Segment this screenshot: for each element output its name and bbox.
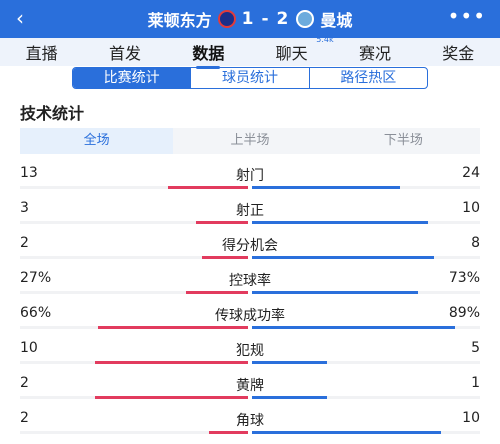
home-stat-bar — [95, 396, 248, 399]
stat-label: 射门 — [236, 168, 264, 184]
period-selector: 全场 上半场 下半场 — [20, 128, 480, 154]
stat-home-value: 2 — [20, 410, 29, 426]
tab-live[interactable]: 直播 — [22, 40, 62, 64]
tab-chat[interactable]: 聊天 5.4k — [272, 35, 334, 64]
tab-prize[interactable]: 奖金 — [438, 40, 478, 64]
away-bar-track — [252, 256, 480, 259]
stat-label: 射正 — [236, 203, 264, 219]
away-stat-bar — [252, 326, 455, 329]
away-bar-track — [252, 431, 480, 434]
main-tabs: 直播 首发 数据 聊天 5.4k 赛况 奖金 — [0, 35, 500, 69]
away-stat-bar — [252, 256, 435, 259]
stat-label: 黄牌 — [236, 378, 264, 394]
away-stat-bar — [252, 291, 419, 294]
chat-count-badge: 5.4k — [316, 35, 334, 44]
period-first-half[interactable]: 上半场 — [230, 133, 270, 148]
stat-away-value: 73% — [448, 270, 480, 286]
stat-row: 2 得分机会 8 — [0, 235, 500, 269]
more-options-icon[interactable]: ••• — [447, 4, 486, 28]
segment-heat-map[interactable]: 路径热区 — [308, 68, 427, 88]
tab-label: 首发 — [108, 44, 141, 63]
period-full-match[interactable]: 全场 — [20, 128, 174, 154]
stat-row: 27% 控球率 73% — [0, 270, 500, 304]
stat-away-value: 8 — [471, 235, 480, 251]
away-score: 2 — [276, 9, 291, 29]
tab-label: 赛况 — [358, 44, 391, 63]
away-bar-track — [252, 186, 480, 189]
stat-away-value: 10 — [462, 410, 480, 426]
stat-row: 2 角球 10 — [0, 410, 500, 444]
stat-home-value: 13 — [20, 165, 38, 181]
stat-home-value: 3 — [20, 200, 29, 216]
home-bar-track — [20, 431, 248, 434]
home-bar-track — [20, 361, 248, 364]
period-second-half[interactable]: 下半场 — [383, 133, 423, 148]
stat-away-value: 24 — [462, 165, 480, 181]
home-bar-track — [20, 396, 248, 399]
stat-home-value: 10 — [20, 340, 38, 356]
section-title: 技术统计 — [20, 104, 85, 123]
stat-row: 66% 传球成功率 89% — [0, 305, 500, 339]
away-bar-track — [252, 326, 480, 329]
tab-lineup[interactable]: 首发 — [105, 40, 145, 64]
tab-stats[interactable]: 数据 — [188, 40, 228, 69]
away-bar-track — [252, 221, 480, 224]
home-team-crest-icon[interactable] — [217, 10, 236, 28]
home-stat-bar — [209, 431, 248, 434]
home-stat-bar — [97, 326, 248, 329]
segment-match-stats[interactable]: 比赛统计 — [73, 68, 191, 88]
stat-row: 3 射正 10 — [0, 200, 500, 234]
away-bar-track — [252, 396, 480, 399]
home-stat-bar — [195, 221, 248, 224]
away-team-crest-icon[interactable] — [296, 10, 315, 28]
tab-label: 聊天 — [275, 44, 308, 63]
stats-type-segmented-control: 比赛统计 球员统计 路径热区 — [72, 67, 428, 89]
home-bar-track — [20, 221, 248, 224]
stat-home-value: 2 — [20, 375, 29, 391]
stat-home-value: 27% — [20, 270, 52, 286]
home-team-name[interactable]: 莱顿东方 — [147, 11, 212, 30]
home-stat-bar — [186, 291, 248, 294]
tab-label: 数据 — [192, 44, 225, 63]
home-stat-bar — [202, 256, 248, 259]
away-team-name[interactable]: 曼城 — [320, 11, 353, 30]
tab-events[interactable]: 赛况 — [355, 40, 395, 64]
home-bar-track — [20, 326, 248, 329]
home-bar-track — [20, 186, 248, 189]
stat-label: 控球率 — [229, 273, 271, 289]
segment-player-stats[interactable]: 球员统计 — [190, 68, 308, 88]
away-stat-bar — [252, 186, 401, 189]
stat-away-value: 89% — [448, 305, 480, 321]
back-icon[interactable]: ‹ — [16, 6, 24, 30]
home-stat-bar — [95, 361, 248, 364]
stat-label: 角球 — [236, 413, 264, 429]
stat-row: 10 犯规 5 — [0, 340, 500, 374]
stat-row: 2 黄牌 1 — [0, 375, 500, 409]
home-bar-track — [20, 291, 248, 294]
stat-away-value: 1 — [471, 375, 480, 391]
stat-label: 犯规 — [236, 343, 264, 359]
stat-label: 传球成功率 — [215, 308, 285, 324]
away-stat-bar — [252, 396, 328, 399]
away-bar-track — [252, 361, 480, 364]
stat-away-value: 10 — [462, 200, 480, 216]
home-stat-bar — [168, 186, 248, 189]
tab-label: 直播 — [25, 44, 58, 63]
away-stat-bar — [252, 221, 428, 224]
score-separator: - — [261, 9, 271, 29]
away-bar-track — [252, 291, 480, 294]
stat-row: 13 射门 24 — [0, 165, 500, 199]
away-stat-bar — [252, 431, 442, 434]
stat-home-value: 2 — [20, 235, 29, 251]
tab-label: 奖金 — [442, 44, 475, 63]
home-bar-track — [20, 256, 248, 259]
stat-label: 得分机会 — [222, 238, 278, 254]
stat-away-value: 5 — [471, 340, 480, 356]
match-header: ‹ 莱顿东方 1 - 2 曼城 ••• — [0, 0, 500, 38]
stat-home-value: 66% — [20, 305, 52, 321]
away-stat-bar — [252, 361, 328, 364]
home-score: 1 — [241, 9, 256, 29]
match-score-bar: 莱顿东方 1 - 2 曼城 — [0, 0, 500, 38]
